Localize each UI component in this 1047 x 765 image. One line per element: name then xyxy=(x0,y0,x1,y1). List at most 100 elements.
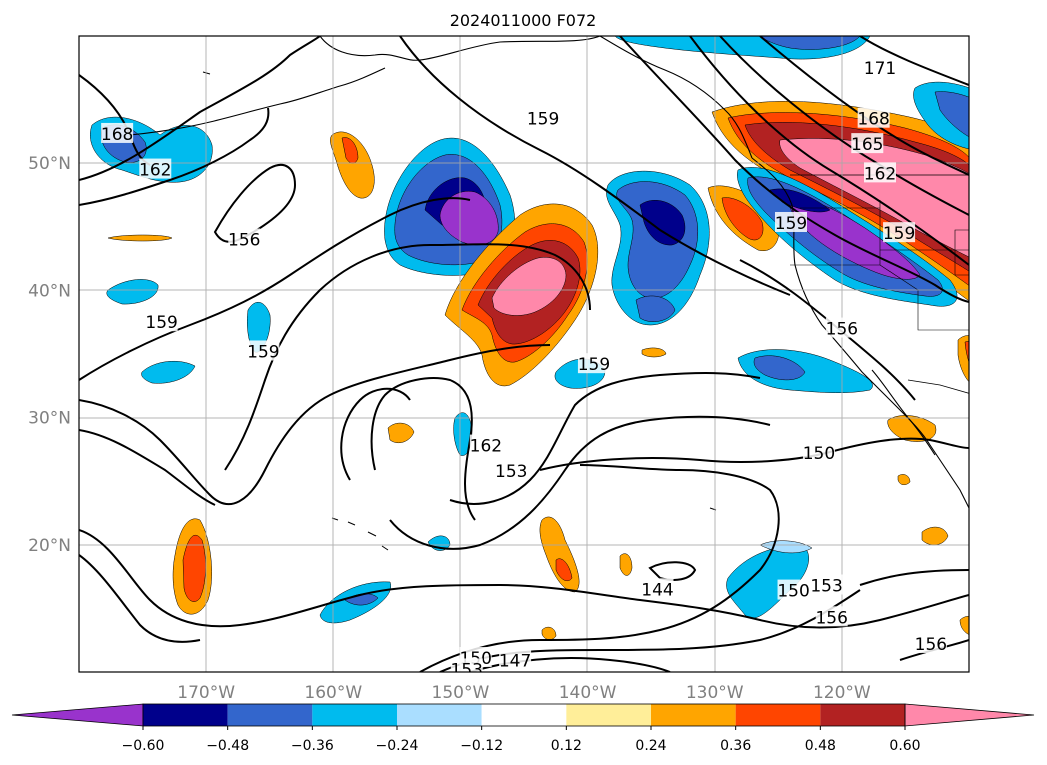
contour-150-mid xyxy=(389,415,771,550)
negative-blob-northeast-inner xyxy=(934,91,969,138)
contour-label-halo xyxy=(139,158,172,179)
negative-blob-west-38n xyxy=(106,279,159,305)
contour-label-halo xyxy=(883,222,916,243)
contour-label-halo xyxy=(825,317,858,338)
contour-label: 153 xyxy=(810,577,842,597)
contour-159-west-lower xyxy=(79,197,471,381)
negative-blob-top-inner xyxy=(759,36,861,50)
baja-california xyxy=(871,369,936,456)
contour-label-halo xyxy=(527,107,560,128)
negative-blob-central-pacific-core xyxy=(439,190,499,246)
lat-label: 20°N xyxy=(28,536,71,556)
colorbar: −0.60 −0.48 −0.36 −0.24 −0.12 0.12 0.24 0.36 0.4… xyxy=(11,703,1035,754)
gridlines xyxy=(79,36,969,672)
positive-blob-20n-east xyxy=(921,526,949,546)
contour-label: 153 xyxy=(451,660,483,680)
contour-labels: 171 168 165 162 159 159 159 156 168 162 156 159 159 1… xyxy=(101,56,947,680)
contour-153 xyxy=(79,344,551,506)
contour-label-halo xyxy=(450,658,483,672)
positive-blob-22n-east xyxy=(897,474,911,485)
negative-blob-135w-dark xyxy=(639,200,686,246)
contour-label: 156 xyxy=(815,608,847,628)
lon-label: 160°W xyxy=(304,683,362,703)
contour-159-west xyxy=(79,107,270,206)
colorbar-bin xyxy=(651,704,736,726)
colorbar-frame xyxy=(142,703,906,727)
colorbar-tick-label: 0.48 xyxy=(805,738,836,754)
contour-label-halo xyxy=(802,442,835,463)
contour-label: 150 xyxy=(777,582,809,602)
contour-label-halo xyxy=(577,353,610,374)
contour-label-halo xyxy=(247,340,280,361)
contour-label-halo xyxy=(499,649,532,670)
contour-label-halo xyxy=(851,133,884,154)
lat-label: 50°N xyxy=(28,154,71,174)
colorbar-bin xyxy=(566,704,651,726)
us-mexico-border xyxy=(907,379,969,394)
contour-label-halo xyxy=(469,434,502,455)
contour-159-inner xyxy=(224,243,591,471)
negative-blob-38n-137w xyxy=(635,295,676,322)
plot-frame xyxy=(78,35,970,673)
contour-label-halo xyxy=(145,311,178,332)
lat-label: 30°N xyxy=(28,409,71,429)
colorbar-tick-label: −0.12 xyxy=(460,738,503,754)
contour-label: 159 xyxy=(883,224,915,244)
contour-159-east xyxy=(619,36,969,303)
contour-label: 168 xyxy=(857,110,889,130)
contour-label: 159 xyxy=(527,110,559,130)
contour-label: 168 xyxy=(101,125,133,145)
colorbar-bin xyxy=(735,704,821,726)
colorbar-tick-label: 0.60 xyxy=(889,738,920,754)
contour-label: 156 xyxy=(826,320,858,340)
colorbar-tick-label: 0.12 xyxy=(551,738,582,754)
contour-label-halo xyxy=(775,211,807,232)
negative-blob-west-33n xyxy=(141,360,196,384)
contour-label: 159 xyxy=(578,355,610,375)
map-plot-area: 171 168 165 162 159 159 159 156 168 162 156 159 159 1… xyxy=(79,36,969,680)
positive-blob-coast-inner xyxy=(721,197,764,241)
contour-153-mid xyxy=(449,372,761,505)
positive-blob-38n-137w xyxy=(641,347,667,358)
contour-label-halo xyxy=(228,228,261,249)
contour-label: 162 xyxy=(470,437,502,457)
contour-162-north xyxy=(689,36,969,266)
contour-label: 147 xyxy=(499,652,531,672)
contour-label: 159 xyxy=(247,342,279,362)
longitude-labels: 170°W 160°W 150°W 140°W 130°W 120°W xyxy=(177,683,871,703)
contour-label-halo xyxy=(641,578,674,599)
colorbar-bin xyxy=(227,704,313,726)
contour-165 xyxy=(719,36,969,216)
colorbar-tick-label: 0.24 xyxy=(635,738,666,754)
contour-150-south xyxy=(419,464,780,672)
colorbar-tick-label: −0.48 xyxy=(206,738,249,754)
contour-label: 162 xyxy=(139,161,171,181)
contour-162-west xyxy=(79,36,321,181)
positive-blob-13n-east xyxy=(959,616,969,635)
contour-159-loop xyxy=(340,387,411,481)
positive-blob-east-edge-inner xyxy=(964,340,969,364)
coastlines xyxy=(129,36,969,551)
colorbar-bin xyxy=(820,704,905,726)
positive-blob-18n-136w xyxy=(619,553,633,576)
contour-label: 156 xyxy=(915,635,947,655)
contour-150-left xyxy=(79,429,216,506)
colorbar-tick-label: −0.60 xyxy=(122,738,165,754)
lon-label: 130°W xyxy=(686,683,744,703)
contour-156-south xyxy=(79,529,969,629)
colorbar-extend-high xyxy=(904,703,1035,727)
contour-label: 159 xyxy=(775,214,807,234)
positive-blob-central-pacific-max xyxy=(491,257,567,316)
negative-band-california-core xyxy=(789,198,921,280)
colorbar-bin xyxy=(397,704,482,726)
contour-label: 150 xyxy=(803,444,835,464)
contour-168 xyxy=(759,36,969,176)
contour-label: 156 xyxy=(228,231,260,251)
negative-band-california-dark xyxy=(769,188,831,213)
aleutian-islands xyxy=(129,67,386,136)
contour-label: 159 xyxy=(145,313,177,333)
contour-label: 171 xyxy=(864,59,896,79)
colorbar-bins xyxy=(11,703,1035,727)
positive-blob-dateline-south-inner xyxy=(182,535,206,602)
